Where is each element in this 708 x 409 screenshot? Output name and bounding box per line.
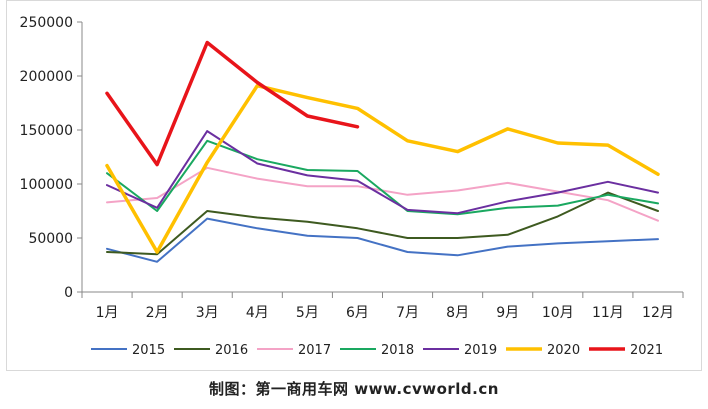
x-tick-label: 1月 (96, 305, 119, 321)
series-line-2018 (106, 139, 659, 216)
x-axis: 1月 2月 3月 4月 5月 6月 7月 8月 9月 10月 11月 12月 (81, 291, 684, 321)
legend-label-2018: 2018 (381, 343, 414, 358)
x-tick-label: 7月 (396, 305, 419, 321)
y-tick-label: 100000 (20, 177, 73, 193)
legend: 2015 2016 2017 2018 2019 2020 2021 (91, 343, 663, 358)
legend-label-2016: 2016 (215, 343, 248, 358)
legend-label-2017: 2017 (298, 343, 331, 358)
x-tick-label: 4月 (246, 305, 269, 321)
chart-frame: 0 50000 100000 150000 200000 250000 1月 2月 3月 4月 5… (6, 0, 702, 371)
y-tick-label: 50000 (28, 231, 73, 247)
x-tick-label: 8月 (446, 305, 469, 321)
y-axis: 0 50000 100000 150000 200000 250000 (20, 15, 83, 301)
footer-caption: 制图：第一商用车网 www.cvworld.cn (209, 380, 499, 398)
y-tick-label: 0 (64, 285, 73, 301)
y-tick-label: 200000 (20, 69, 73, 85)
x-tick-label: 2月 (146, 305, 169, 321)
x-tick-label: 10月 (542, 305, 574, 321)
legend-label-2015: 2015 (132, 343, 165, 358)
series-line-2015 (106, 217, 659, 263)
series-lines (105, 40, 660, 263)
x-tick-label: 9月 (496, 305, 519, 321)
legend-label-2020: 2020 (547, 343, 580, 358)
line-chart: 0 50000 100000 150000 200000 250000 1月 2月 3月 4月 5… (20, 15, 684, 358)
series-line-2020 (105, 83, 660, 254)
x-tick-label: 11月 (592, 305, 624, 321)
legend-label-2021: 2021 (630, 343, 663, 358)
y-tick-label: 150000 (20, 123, 73, 139)
series-line-2016 (106, 191, 659, 256)
legend-label-2019: 2019 (464, 343, 497, 358)
x-tick-label: 6月 (346, 305, 369, 321)
x-tick-label: 5月 (296, 305, 319, 321)
series-line-2021 (105, 40, 360, 167)
y-tick-label: 250000 (20, 15, 73, 31)
x-tick-label: 3月 (196, 305, 219, 321)
x-tick-label: 12月 (642, 305, 674, 321)
series-line-2019 (106, 130, 659, 215)
